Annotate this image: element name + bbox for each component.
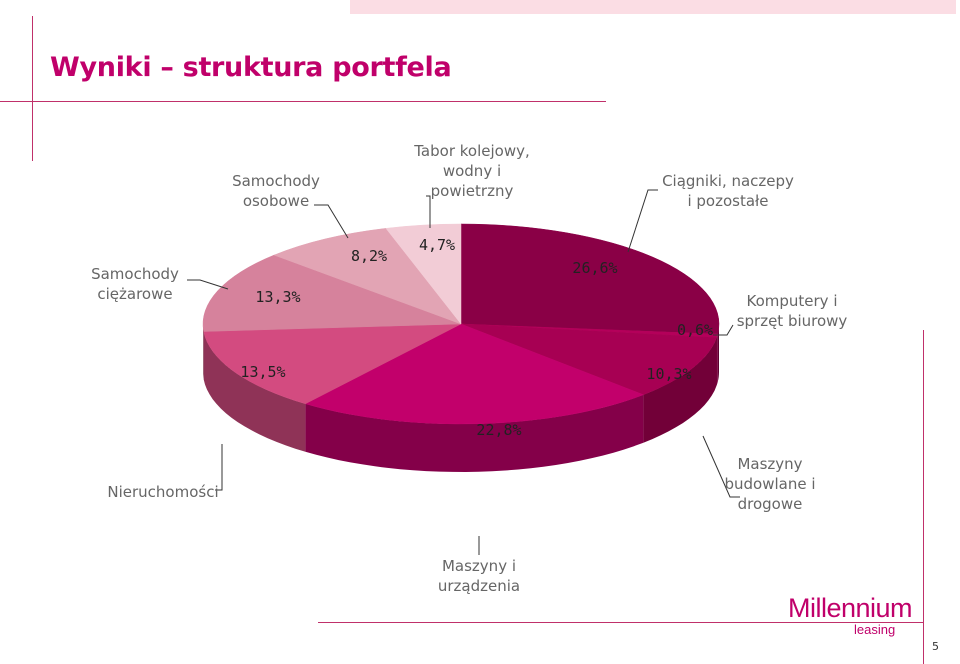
pie-slice	[273, 228, 462, 325]
millennium-leasing-logo: Millennium leasing	[788, 593, 913, 638]
category-label-line: ciężarowe	[97, 285, 172, 303]
category-label-line: budowlane i	[724, 475, 815, 493]
leader-line	[314, 204, 349, 239]
pie-slices	[202, 223, 720, 425]
category-label: Tabor kolejowy, wodny i powietrzny	[413, 142, 530, 200]
title-underline	[0, 101, 606, 102]
value-labels: 26,6% 0,6% 10,3% 22,8% 13,5% 13,3% 8,2% 4,7%	[240, 236, 713, 439]
right-vertical-rule	[923, 330, 924, 664]
pie-side-wall	[717, 324, 719, 382]
category-label: Maszyny budowlane i drogowe	[724, 455, 815, 513]
leader-line	[426, 195, 431, 228]
value-label: 4,7%	[419, 236, 455, 254]
category-label-line: Samochody	[91, 265, 179, 283]
pie-side-wall	[203, 324, 204, 380]
pie-slice	[460, 223, 720, 335]
pie-slice	[304, 323, 645, 425]
category-label: Ciągniki, naczepy i pozostałe	[662, 172, 794, 210]
pie-slice	[203, 323, 462, 405]
logo-wordmark: Millennium	[788, 593, 913, 623]
leader-line	[713, 324, 734, 336]
pie-slice	[385, 223, 462, 325]
category-label-line: wodny i	[443, 162, 501, 180]
category-label-line: osobowe	[243, 192, 309, 210]
top-accent-bar	[350, 0, 956, 14]
pie-side-walls	[203, 324, 719, 472]
leader-line	[215, 444, 223, 491]
category-label: Samochody ciężarowe	[91, 265, 179, 303]
logo-subtitle: leasing	[854, 622, 896, 637]
value-label: 13,3%	[255, 288, 300, 306]
category-label: Nieruchomości	[107, 483, 218, 501]
leader-lines	[187, 189, 740, 555]
pie-slice	[202, 254, 462, 332]
value-label: 26,6%	[572, 259, 617, 277]
category-label: Komputery i sprzęt biurowy	[737, 292, 848, 330]
category-label: Maszyny i urządzenia	[438, 557, 520, 595]
leader-line	[627, 189, 658, 253]
value-label: 22,8%	[476, 421, 521, 439]
pie-side-wall	[305, 394, 644, 472]
category-label: Samochody osobowe	[232, 172, 320, 210]
pie-side-wall	[643, 337, 717, 443]
value-label: 10,3%	[646, 365, 691, 383]
pie-slice	[460, 323, 717, 395]
left-vertical-rule	[32, 16, 33, 161]
pie-side-wall	[716, 334, 718, 386]
value-label: 13,5%	[240, 363, 285, 381]
category-label-line: Tabor kolejowy,	[413, 142, 530, 160]
category-label-line: Maszyny	[737, 455, 802, 473]
category-label-line: sprzęt biurowy	[737, 312, 848, 330]
category-label-line: Komputery i	[747, 292, 838, 310]
category-label-line: urządzenia	[438, 577, 520, 595]
leader-line	[702, 435, 740, 498]
category-label-line: Nieruchomości	[107, 483, 218, 501]
category-labels: Ciągniki, naczepy i pozostałe Komputery i s…	[91, 142, 847, 595]
category-label-line: Ciągniki, naczepy	[662, 172, 794, 190]
category-label-line: powietrzny	[431, 182, 514, 200]
category-label-line: drogowe	[738, 495, 803, 513]
value-label: 8,2%	[351, 247, 387, 265]
bottom-rule	[318, 622, 924, 623]
category-label-line: Maszyny i	[442, 557, 516, 575]
leader-line	[187, 279, 229, 290]
category-label-line: Samochody	[232, 172, 320, 190]
page-number: 5	[932, 640, 939, 653]
category-label-line: i pozostałe	[687, 192, 768, 210]
page-title: Wyniki – struktura portfela	[50, 52, 452, 83]
pie-side-wall	[203, 331, 306, 452]
value-label: 0,6%	[677, 321, 713, 339]
